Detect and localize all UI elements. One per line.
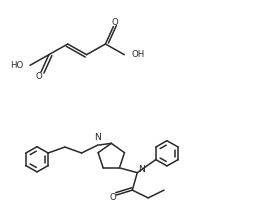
Text: N: N bbox=[94, 133, 101, 142]
Text: O: O bbox=[36, 72, 42, 81]
Text: N: N bbox=[138, 165, 145, 174]
Text: OH: OH bbox=[131, 50, 144, 59]
Text: HO: HO bbox=[10, 61, 23, 70]
Text: O: O bbox=[109, 193, 116, 202]
Text: O: O bbox=[112, 18, 119, 27]
